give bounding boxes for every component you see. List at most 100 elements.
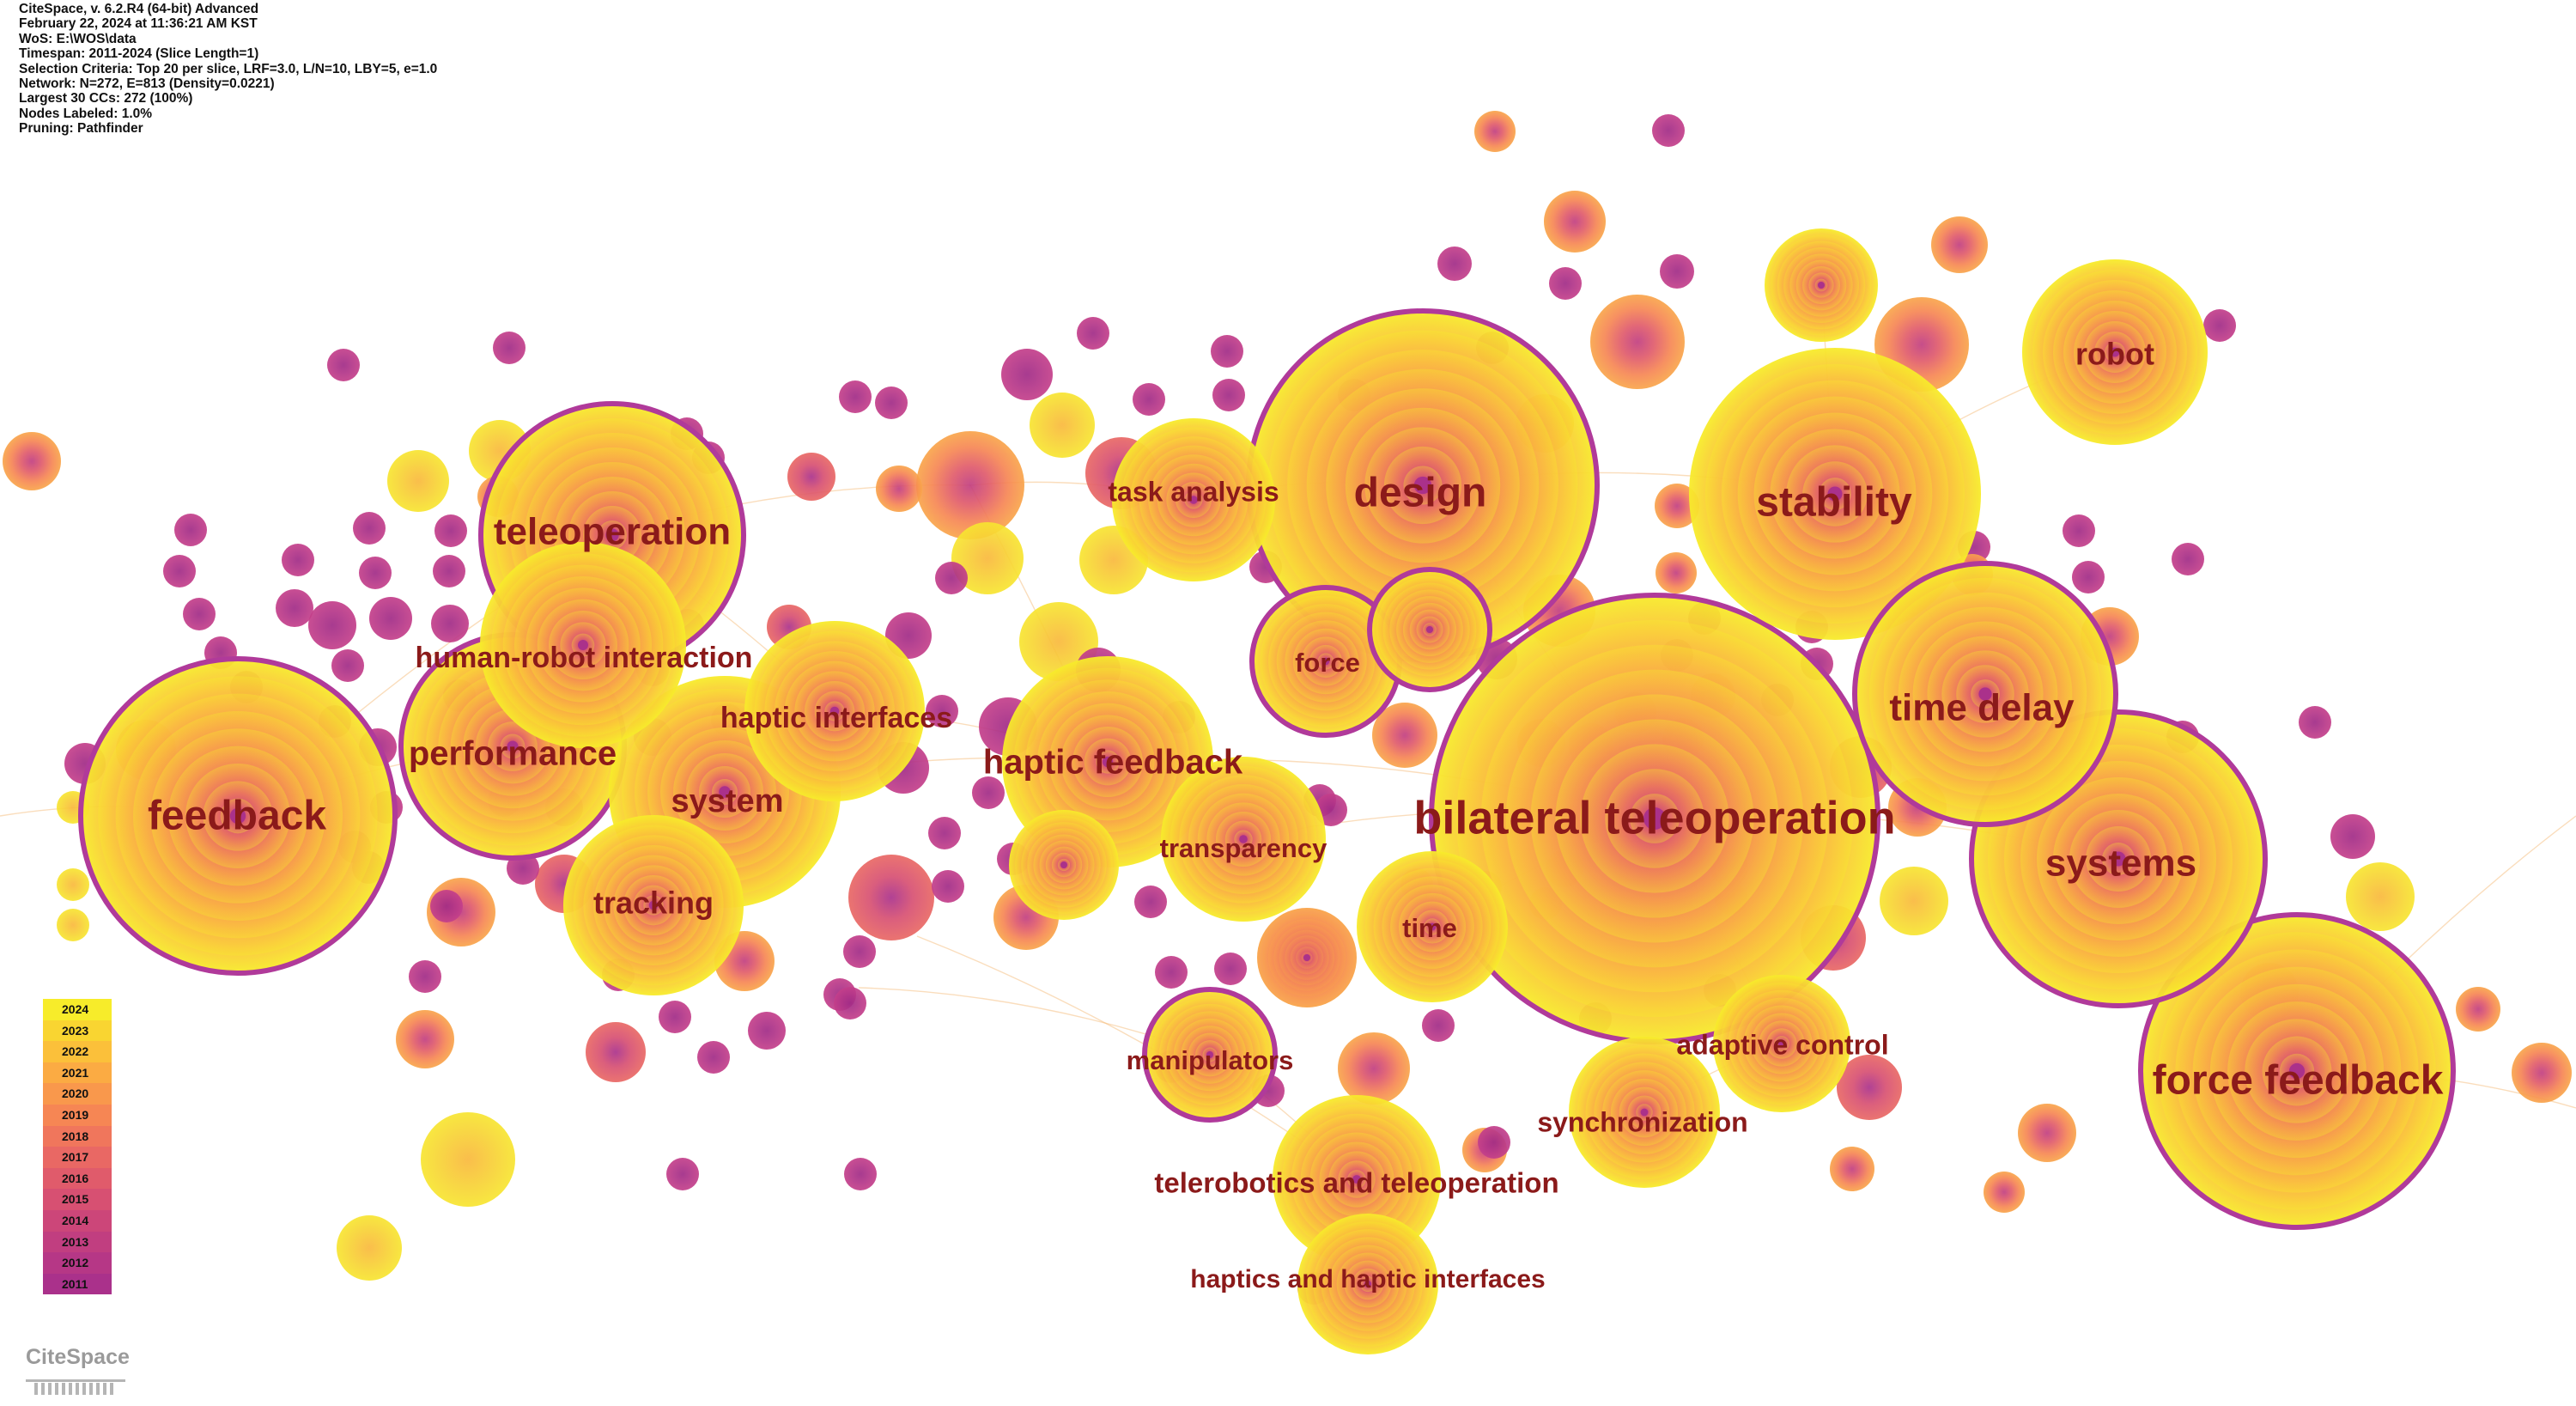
keyword-node[interactable]: [1549, 267, 1582, 300]
keyword-node[interactable]: [174, 514, 207, 546]
keyword-node[interactable]: [337, 1215, 402, 1281]
keyword-node[interactable]: [586, 1022, 646, 1082]
keyword-node[interactable]: [834, 987, 866, 1020]
keyword-label[interactable]: manipulators: [1127, 1045, 1294, 1075]
keyword-node[interactable]: [1155, 956, 1188, 989]
keyword-label[interactable]: telerobotics and teleoperation: [1154, 1167, 1558, 1199]
keyword-node[interactable]: [1656, 552, 1697, 593]
keyword-node[interactable]: [57, 909, 89, 941]
keyword-label[interactable]: synchronization: [1537, 1106, 1747, 1137]
keyword-node[interactable]: [1212, 379, 1245, 411]
keyword-node[interactable]: [876, 466, 922, 512]
keyword-node[interactable]: [1655, 484, 1699, 528]
keyword-label[interactable]: stability: [1756, 480, 1912, 526]
keyword-label[interactable]: human-robot interaction: [416, 642, 753, 674]
keyword-node[interactable]: [2063, 514, 2095, 547]
keyword-node[interactable]: [1134, 886, 1167, 918]
keyword-label[interactable]: design: [1354, 471, 1487, 516]
keyword-node[interactable]: [57, 868, 89, 901]
keyword-node[interactable]: [1001, 349, 1053, 400]
keyword-node[interactable]: [430, 890, 463, 922]
keyword-label[interactable]: haptic interfaces: [720, 702, 952, 734]
keyword-node[interactable]: [183, 598, 216, 630]
keyword-node[interactable]: [1478, 1126, 1510, 1159]
keyword-label[interactable]: time delay: [1889, 687, 2075, 729]
keyword-label[interactable]: haptics and haptic interfaces: [1190, 1265, 1545, 1293]
keyword-node[interactable]: [163, 555, 196, 587]
keyword-node[interactable]: [2299, 706, 2331, 739]
keyword-node[interactable]: [935, 562, 968, 594]
keyword-node[interactable]: [1837, 1055, 1902, 1120]
keyword-node[interactable]: [421, 1112, 515, 1207]
keyword-node[interactable]: [1211, 335, 1243, 368]
keyword-node[interactable]: [1590, 295, 1685, 389]
keyword-node[interactable]: [369, 597, 412, 640]
keyword-node[interactable]: [1544, 191, 1606, 253]
keyword-node[interactable]: [276, 589, 313, 627]
keyword-label[interactable]: haptic feedback: [983, 744, 1243, 782]
keyword-node[interactable]: [1880, 867, 1948, 935]
keyword-node[interactable]: [493, 332, 526, 364]
keyword-label[interactable]: tracking: [593, 886, 714, 921]
keyword-node[interactable]: [875, 386, 908, 419]
keyword-node[interactable]: [396, 1010, 454, 1068]
keyword-node[interactable]: [431, 605, 469, 642]
keyword-node[interactable]: [3, 432, 61, 490]
keyword-label[interactable]: time: [1402, 913, 1457, 943]
keyword-node[interactable]: [843, 935, 876, 968]
keyword-label[interactable]: robot: [2075, 337, 2154, 372]
keyword-label[interactable]: force: [1295, 648, 1360, 678]
keyword-node[interactable]: [2346, 862, 2415, 931]
keyword-label[interactable]: transparency: [1160, 833, 1327, 863]
keyword-node[interactable]: [387, 450, 449, 512]
keyword-node[interactable]: [928, 817, 961, 849]
keyword-node[interactable]: [1437, 247, 1472, 281]
keyword-label[interactable]: task analysis: [1108, 476, 1279, 507]
keyword-node[interactable]: [2072, 561, 2105, 593]
keyword-node[interactable]: [697, 1041, 730, 1074]
keyword-node[interactable]: [1214, 953, 1247, 985]
keyword-node[interactable]: [308, 601, 356, 649]
keyword-label[interactable]: adaptive control: [1676, 1029, 1888, 1060]
keyword-node[interactable]: [659, 1001, 691, 1033]
keyword-node[interactable]: [359, 557, 392, 589]
keyword-node[interactable]: [787, 453, 835, 501]
keyword-node[interactable]: [951, 522, 1024, 594]
keyword-node[interactable]: [2172, 543, 2204, 575]
keyword-node[interactable]: [434, 514, 467, 547]
keyword-node[interactable]: [1030, 393, 1095, 458]
keyword-node[interactable]: [2018, 1104, 2076, 1162]
keyword-node[interactable]: [1660, 254, 1694, 289]
keyword-label[interactable]: feedback: [148, 794, 326, 839]
keyword-node[interactable]: [1422, 1009, 1455, 1042]
keyword-node[interactable]: [331, 649, 364, 682]
keyword-label[interactable]: teleoperation: [494, 511, 731, 553]
keyword-label[interactable]: performance: [409, 735, 617, 773]
keyword-label[interactable]: force feedback: [2153, 1058, 2444, 1104]
keyword-node[interactable]: [2330, 814, 2375, 859]
keyword-node[interactable]: [1338, 1032, 1410, 1105]
keyword-node[interactable]: [1133, 383, 1165, 416]
keyword-node[interactable]: [916, 431, 1024, 539]
keyword-node[interactable]: [353, 512, 386, 545]
keyword-node[interactable]: [666, 1158, 699, 1190]
keyword-node[interactable]: [2512, 1043, 2572, 1103]
keyword-node[interactable]: [1984, 1172, 2025, 1213]
keyword-node[interactable]: [433, 555, 465, 587]
keyword-node[interactable]: [844, 1158, 877, 1190]
keyword-node[interactable]: [932, 870, 964, 903]
keyword-node[interactable]: [848, 855, 934, 940]
keyword-node[interactable]: [282, 544, 314, 576]
keyword-node[interactable]: [972, 776, 1005, 809]
keyword-node[interactable]: [1077, 317, 1109, 350]
keyword-node[interactable]: [1652, 114, 1685, 147]
keyword-label[interactable]: system: [671, 783, 784, 819]
keyword-node[interactable]: [1830, 1147, 1874, 1191]
keyword-node[interactable]: [2456, 987, 2500, 1032]
keyword-label[interactable]: systems: [2045, 843, 2196, 885]
keyword-node[interactable]: [1474, 111, 1516, 152]
keyword-node[interactable]: [327, 349, 360, 381]
keyword-node[interactable]: [2203, 309, 2236, 342]
keyword-node[interactable]: [748, 1012, 786, 1050]
